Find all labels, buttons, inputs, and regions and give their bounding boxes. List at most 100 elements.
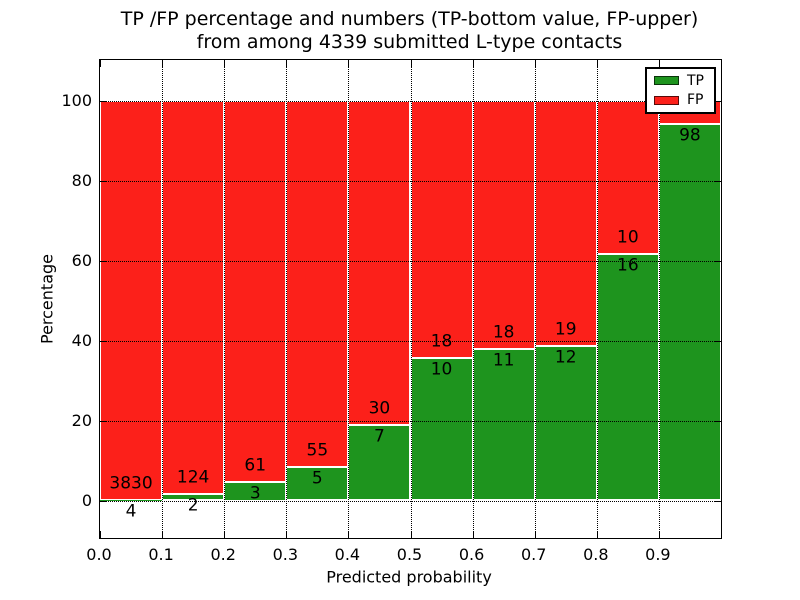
y-tick-mark xyxy=(100,100,107,102)
x-tick-label: 0.1 xyxy=(148,545,174,564)
fp-bar xyxy=(224,100,287,482)
tp-bar xyxy=(286,467,349,501)
tp-legend-label: TP xyxy=(687,72,704,89)
y-tick-label: 100 xyxy=(61,90,92,110)
y-tick-mark xyxy=(714,500,721,502)
fp-count-label: 55 xyxy=(306,440,329,461)
tp-legend-swatch xyxy=(654,76,679,86)
x-tick-label: 0.0 xyxy=(86,545,112,564)
tp-count-label: 7 xyxy=(374,426,385,447)
tp-count-label: 11 xyxy=(492,350,515,371)
y-tick-label: 60 xyxy=(71,250,92,270)
y-tick-mark xyxy=(714,260,721,262)
tp-count-label: 3 xyxy=(249,483,261,504)
tp-count-label: 16 xyxy=(617,255,639,276)
x-tick-mark xyxy=(100,60,101,67)
tp-bar xyxy=(472,348,535,501)
vertical-gridline xyxy=(472,60,474,538)
x-tick-mark xyxy=(286,531,288,538)
x-tick-mark xyxy=(596,531,598,538)
x-tick-label: 0.9 xyxy=(645,545,671,564)
horizontal-gridline xyxy=(100,340,721,342)
tp-bar xyxy=(534,345,597,501)
tp-bar xyxy=(410,357,473,501)
x-tick-label: 0.7 xyxy=(520,545,547,564)
fp-bar xyxy=(472,100,535,349)
y-tick-mark xyxy=(100,500,107,502)
y-tick-label: 80 xyxy=(71,170,92,190)
fp-count-label: 3830 xyxy=(109,473,153,494)
legend-row-fp: FP xyxy=(654,91,714,111)
x-tick-mark xyxy=(596,60,598,67)
tp-count-label: 12 xyxy=(554,347,577,368)
horizontal-gridline xyxy=(100,500,721,502)
x-tick-mark xyxy=(534,60,536,67)
tp-count-label: 10 xyxy=(430,359,453,380)
tp-bar xyxy=(596,254,659,501)
x-tick-mark xyxy=(658,531,660,538)
x-tick-mark xyxy=(721,60,722,67)
vertical-gridline xyxy=(410,60,412,538)
x-tick-mark xyxy=(534,531,536,538)
fp-count-label: 18 xyxy=(492,322,515,343)
x-tick-label: 0.3 xyxy=(272,545,299,564)
x-tick-mark xyxy=(348,531,350,538)
chart-title-line1: TP /FP percentage and numbers (TP-bottom… xyxy=(120,8,699,30)
x-tick-mark xyxy=(410,531,412,538)
legend-row-tp: TP xyxy=(654,71,714,91)
x-tick-mark xyxy=(348,60,350,67)
fp-bar xyxy=(348,100,411,425)
x-tick-mark xyxy=(721,531,722,538)
x-tick-label: 0.6 xyxy=(458,545,485,564)
y-tick-label: 20 xyxy=(71,410,92,430)
fp-legend-label: FP xyxy=(687,92,704,109)
vertical-gridline xyxy=(596,60,598,538)
chart-title: TP /FP percentage and numbers (TP-bottom… xyxy=(99,8,720,54)
y-tick-mark xyxy=(100,420,107,422)
x-tick-mark xyxy=(472,60,474,67)
y-tick-mark xyxy=(100,340,107,342)
plot-area: 3830412426135553071810181119121016698 xyxy=(99,59,722,539)
fp-bar xyxy=(162,100,225,495)
legend-box: TP FP xyxy=(645,67,716,114)
fp-count-label: 124 xyxy=(176,467,210,488)
y-tick-mark xyxy=(100,180,107,182)
fp-bar xyxy=(534,100,597,346)
x-tick-label: 0.8 xyxy=(583,545,609,564)
y-tick-label: 0 xyxy=(81,490,92,510)
horizontal-gridline xyxy=(100,180,721,182)
x-tick-mark xyxy=(224,60,226,67)
tp-count-label: 98 xyxy=(679,125,701,146)
fp-legend-swatch xyxy=(654,95,679,105)
horizontal-gridline xyxy=(100,260,721,262)
y-tick-label: 40 xyxy=(71,330,92,350)
vertical-gridline xyxy=(224,60,226,538)
fp-count-label: 10 xyxy=(617,227,639,248)
horizontal-gridline xyxy=(100,420,721,422)
x-tick-label: 0.2 xyxy=(210,545,236,564)
y-tick-mark xyxy=(714,340,721,342)
x-tick-mark xyxy=(658,60,660,67)
fp-bar xyxy=(100,100,163,501)
y-tick-mark xyxy=(714,100,721,102)
fp-bar xyxy=(596,100,659,255)
chart-title-line2: from among 4339 submitted L-type contact… xyxy=(196,31,623,53)
vertical-gridline xyxy=(348,60,350,538)
vertical-gridline xyxy=(658,60,660,538)
x-tick-mark xyxy=(100,531,101,538)
x-tick-mark xyxy=(162,60,164,67)
y-tick-mark xyxy=(714,420,721,422)
y-tick-mark xyxy=(100,260,107,262)
vertical-gridline xyxy=(286,60,288,538)
fp-count-label: 18 xyxy=(430,331,453,352)
vertical-gridline xyxy=(162,60,164,538)
fp-count-label: 30 xyxy=(368,398,391,419)
x-tick-label: 0.5 xyxy=(396,545,423,564)
x-axis-title: Predicted probability xyxy=(326,567,492,587)
x-tick-mark xyxy=(410,60,412,67)
fp-bar xyxy=(286,100,349,468)
x-tick-mark xyxy=(224,531,226,538)
y-tick-mark xyxy=(714,180,721,182)
x-tick-label: 0.4 xyxy=(334,545,361,564)
